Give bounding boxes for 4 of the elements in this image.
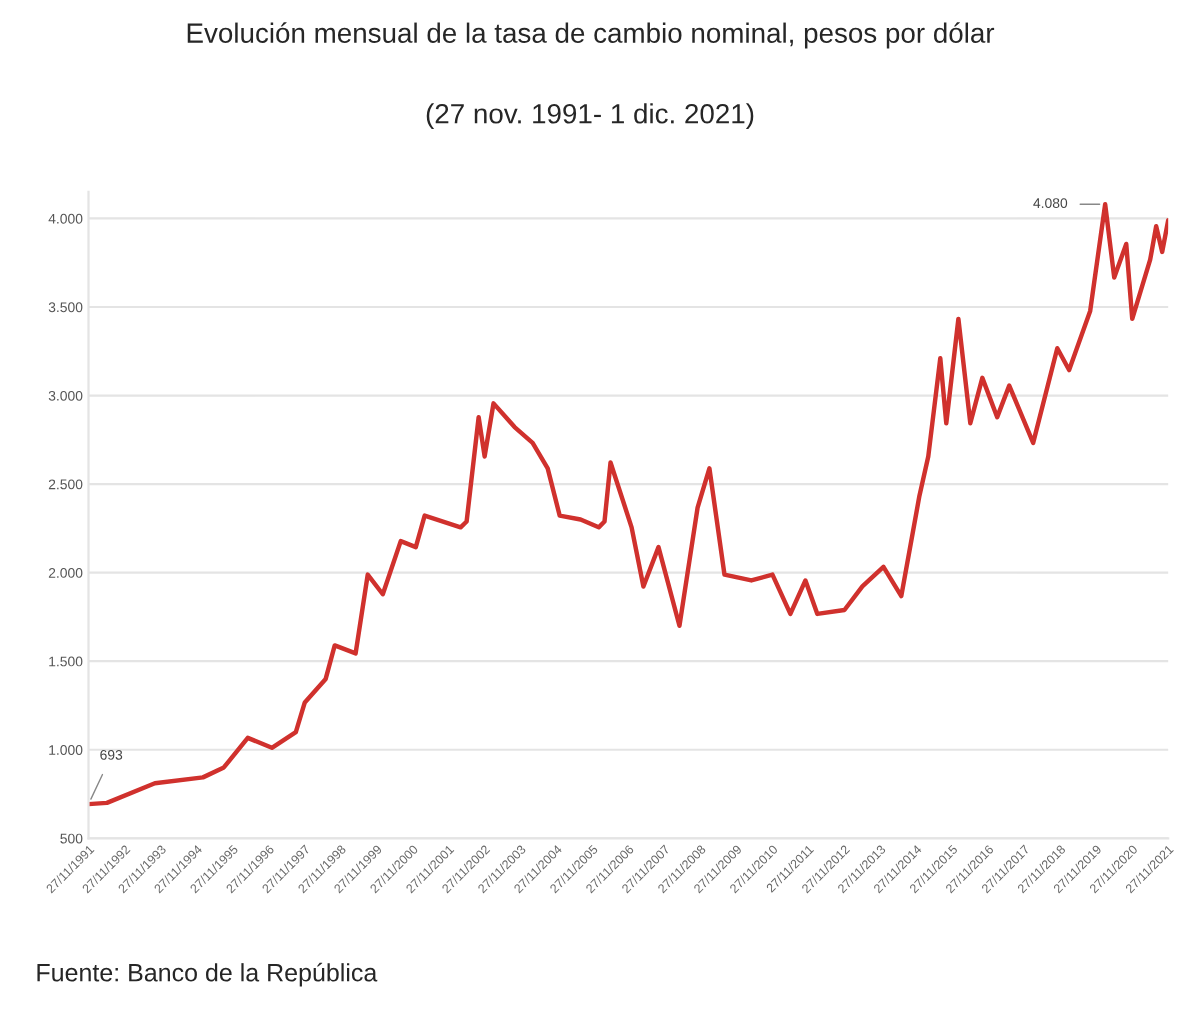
chart-subtitle: (27 nov. 1991- 1 dic. 2021) [426,103,754,130]
source-note: Fuente: Banco de la República [37,962,378,987]
chart-title: Evolución mensual de la tasa de cambio nominal, pesos por dólar [187,22,995,49]
line-series [88,202,1169,807]
